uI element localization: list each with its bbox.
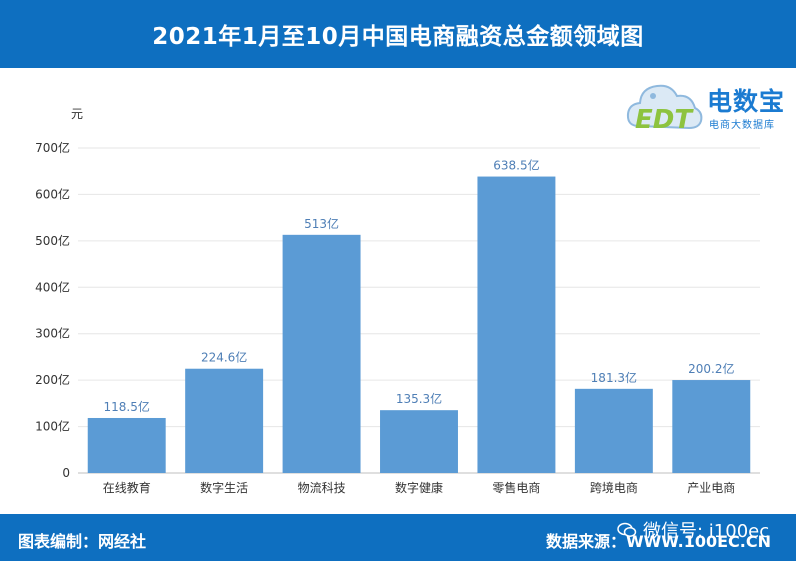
data-label: 200.2亿 — [688, 361, 734, 376]
data-label: 135.3亿 — [396, 391, 442, 406]
title-banner: 2021年1月至10月中国电商融资总金额领域图 — [0, 0, 796, 68]
data-labels: 118.5亿 224.6亿 513亿 135.3亿 638.5亿 181.3亿 200.2亿 — [104, 158, 735, 414]
logo-word: 电数宝 — [707, 87, 786, 116]
wechat-text: 微信号: i100ec — [643, 521, 770, 542]
logo-badge: EDT — [635, 105, 694, 135]
bar-5 — [477, 176, 556, 473]
chart-title: 2021年1月至10月中国电商融资总金额领域图 — [152, 24, 644, 50]
bar-1 — [87, 417, 166, 473]
y-axis-unit-label: 元 — [71, 107, 83, 121]
y-tick-label: 500亿 — [35, 233, 70, 248]
y-tick-label: 400亿 — [35, 279, 70, 294]
x-tick-label: 跨境电商 — [590, 480, 638, 495]
wechat-icon — [617, 522, 637, 538]
x-tick-label: 数字健康 — [395, 480, 443, 495]
wechat-handle: 微信号: i100ec — [617, 517, 769, 543]
bar-2 — [185, 368, 264, 473]
x-tick-label: 数字生活 — [200, 480, 248, 495]
data-label: 118.5亿 — [104, 399, 150, 414]
logo-subtitle: 电商大数据库 — [709, 120, 775, 131]
chart-credit: 图表编制：网经社 — [18, 532, 147, 551]
x-axis-ticks: 在线教育 数字生活 物流科技 数字健康 零售电商 跨境电商 产业电商 — [103, 480, 736, 495]
x-tick-label: 物流科技 — [298, 481, 346, 495]
data-label: 638.5亿 — [493, 158, 539, 173]
data-source: 数据来源：WWW.100EC.CN — [546, 532, 772, 551]
data-label: 181.3亿 — [591, 370, 637, 385]
bar-3 — [282, 234, 361, 473]
bar-chart: 0 100亿 200亿 300亿 400亿 500亿 600亿 700亿 118.5亿 224.… — [35, 107, 760, 495]
data-label: 224.6亿 — [201, 350, 247, 365]
x-tick-label: 产业电商 — [687, 480, 735, 495]
y-tick-label: 700亿 — [35, 140, 70, 155]
data-label: 513亿 — [304, 216, 339, 231]
cloud-logo-icon: EDT — [626, 84, 703, 135]
y-tick-label: 200亿 — [35, 372, 70, 387]
bar-4 — [380, 410, 458, 473]
x-tick-label: 零售电商 — [492, 480, 540, 495]
edt-logo: EDT 电数宝 电商大数据库 — [625, 76, 790, 140]
x-tick-label: 在线教育 — [103, 480, 151, 495]
bar-7 — [672, 380, 751, 473]
y-tick-label: 600亿 — [35, 186, 70, 201]
footer-banner: 图表编制：网经社 数据来源：WWW.100EC.CN 微信号: i100ec — [0, 514, 796, 561]
y-tick-label: 0 — [62, 466, 70, 480]
y-axis-ticks: 0 100亿 200亿 300亿 400亿 500亿 600亿 700亿 — [35, 140, 70, 480]
y-tick-label: 300亿 — [35, 326, 70, 341]
y-tick-label: 100亿 — [35, 419, 70, 434]
bar-6 — [574, 388, 653, 473]
bars — [87, 176, 751, 473]
